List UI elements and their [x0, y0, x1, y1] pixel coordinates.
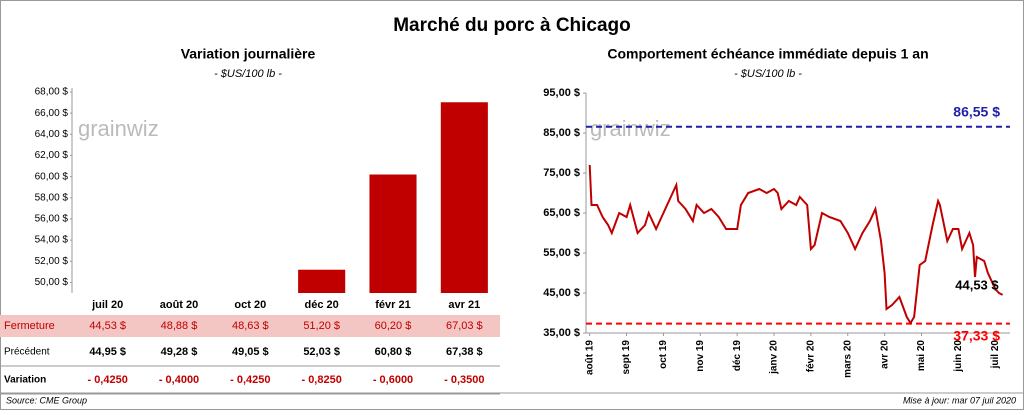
y-tick-label: 55,00 $ [543, 247, 580, 259]
x-tick-label: juil 20 [91, 299, 123, 311]
x-tick-label: janv 20 [769, 340, 780, 375]
y-tick-label: 64,00 $ [35, 129, 69, 140]
value-label: 48,63 $ [232, 320, 269, 332]
page-title: Marché du porc à Chicago [393, 15, 631, 36]
bar [440, 102, 488, 293]
value-label: 48,88 $ [161, 320, 198, 332]
cell: 60,80 $ [375, 346, 412, 358]
reference-label: 86,55 $ [953, 104, 1000, 120]
row-highlight [0, 315, 500, 337]
value-label: 44,53 $ [89, 320, 126, 332]
cell: - 0,6000 [373, 374, 413, 386]
cell: 49,05 $ [232, 346, 269, 358]
x-tick-label: avr 21 [448, 299, 480, 311]
x-tick-label: sept 19 [621, 340, 632, 375]
y-tick-label: 66,00 $ [35, 108, 69, 119]
y-tick-label: 95,00 $ [543, 87, 580, 99]
x-tick-label: oct 20 [234, 299, 266, 311]
x-tick-label: mai 20 [916, 340, 927, 372]
cell: - 0,4250 [87, 374, 127, 386]
y-tick-label: 85,00 $ [543, 127, 580, 139]
x-tick-label: avr 20 [879, 340, 890, 369]
chart-subtitle: - $US/100 lb - [734, 68, 802, 80]
x-tick-label: août 20 [160, 299, 199, 311]
row-label: Variation [4, 375, 46, 386]
bars [298, 102, 488, 293]
watermark: grainwiz [590, 116, 671, 141]
y-tick-label: 62,00 $ [35, 150, 69, 161]
x-tick-label: août 19 [584, 340, 595, 375]
value-label: 51,20 $ [303, 320, 340, 332]
x-tick-label: juin 20 [953, 340, 964, 373]
y-tick-label: 56,00 $ [35, 214, 69, 225]
cell: - 0,4250 [230, 374, 270, 386]
y-tick-label: 50,00 $ [35, 277, 69, 288]
y-tick-label: 54,00 $ [35, 235, 69, 246]
cell: 67,38 $ [446, 346, 483, 358]
x-tick-label: oct 19 [658, 340, 669, 369]
x-tick-label: déc 20 [305, 299, 339, 311]
watermark: grainwiz [78, 116, 159, 141]
x-tick-label: déc 19 [732, 340, 743, 372]
x-tick-label: févr 20 [806, 340, 817, 373]
cell: 49,28 $ [161, 346, 198, 358]
cell: - 0,8250 [301, 374, 341, 386]
chart-title: Comportement échéance immédiate depuis 1… [607, 46, 928, 62]
row-label: Fermeture [4, 320, 55, 332]
y-tick-label: 52,00 $ [35, 256, 69, 267]
updated: Mise à jour: mar 07 juil 2020 [903, 395, 1016, 405]
y-tick-label: 75,00 $ [543, 167, 580, 179]
source: Source: CME Group [6, 395, 87, 405]
y-tick-label: 58,00 $ [35, 192, 69, 203]
y-tick-label: 60,00 $ [35, 171, 69, 182]
bar [369, 174, 417, 293]
x-tick-label: nov 19 [695, 340, 706, 372]
x-tick-label: févr 21 [375, 299, 410, 311]
line [588, 164, 1004, 325]
chart-subtitle: - $US/100 lb - [214, 68, 282, 80]
y-tick-label: 45,00 $ [543, 287, 580, 299]
cell: - 0,3500 [444, 374, 484, 386]
x-tick-label: juil 20 [990, 340, 1001, 370]
chart-title: Variation journalière [181, 46, 316, 62]
y-tick-label: 68,00 $ [35, 87, 69, 98]
x-tick-label: mars 20 [842, 340, 853, 378]
value-label: 60,20 $ [375, 320, 412, 332]
y-tick-label: 35,00 $ [543, 327, 580, 339]
row-label: Précédent [4, 347, 50, 358]
y-tick-label: 65,00 $ [543, 207, 580, 219]
cell: 44,95 $ [89, 346, 126, 358]
annotation: 44,53 $ [955, 277, 999, 292]
value-label: 67,03 $ [446, 320, 483, 332]
reference-label: 37,33 $ [953, 327, 1000, 343]
cell: 52,03 $ [303, 346, 340, 358]
bar [298, 269, 346, 293]
cell: - 0,4000 [159, 374, 199, 386]
